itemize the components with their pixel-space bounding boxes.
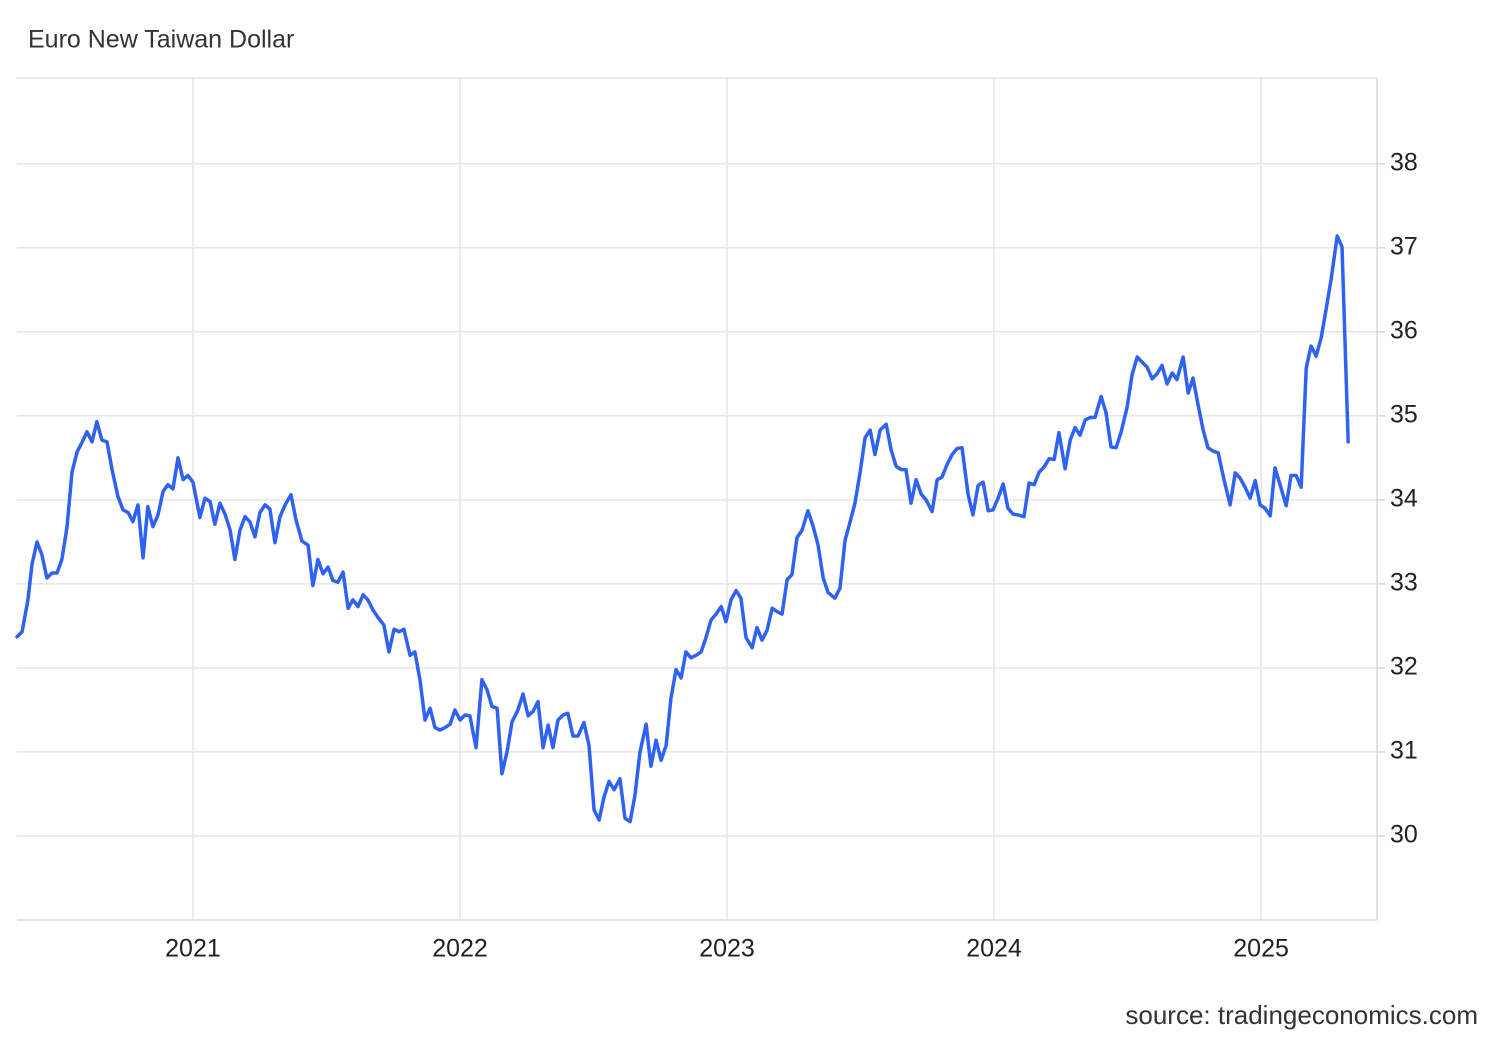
series-line xyxy=(15,234,1350,824)
chart-title: Euro New Taiwan Dollar xyxy=(28,26,294,54)
x-tick-label: 2021 xyxy=(165,935,221,963)
y-tick-label: 34 xyxy=(1390,484,1418,512)
y-tick-label: 32 xyxy=(1390,653,1418,681)
y-tick-label: 38 xyxy=(1390,148,1418,176)
y-tick-label: 36 xyxy=(1390,316,1418,344)
y-tick-label: 37 xyxy=(1390,232,1418,260)
y-tick-label: 31 xyxy=(1390,737,1418,765)
x-tick-label: 2022 xyxy=(432,935,488,963)
y-tick-label: 33 xyxy=(1390,568,1418,596)
x-tick-label: 2025 xyxy=(1233,935,1289,963)
source-note: source: tradingeconomics.com xyxy=(1125,1000,1478,1030)
x-tick-label: 2024 xyxy=(966,935,1022,963)
x-tick-label: 2023 xyxy=(699,935,755,963)
y-tick-label: 30 xyxy=(1390,821,1418,849)
y-tick-label: 35 xyxy=(1390,400,1418,428)
